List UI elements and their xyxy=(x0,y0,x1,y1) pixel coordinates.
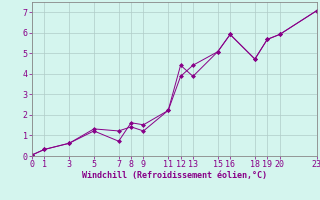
X-axis label: Windchill (Refroidissement éolien,°C): Windchill (Refroidissement éolien,°C) xyxy=(82,171,267,180)
